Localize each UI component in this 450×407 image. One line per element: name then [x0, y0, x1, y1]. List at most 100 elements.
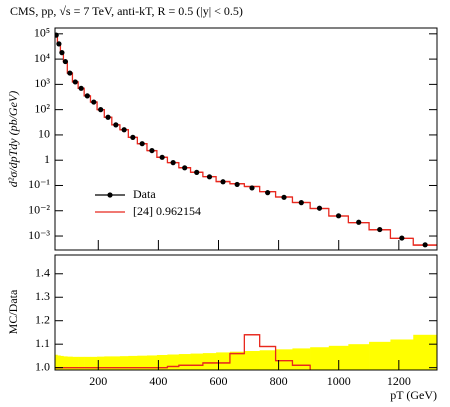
- uncertainty-band: [72, 356, 79, 370]
- mc-step-connector: [55, 34, 437, 246]
- y-tick-label: 1.0: [35, 359, 50, 373]
- uncertainty-band: [146, 355, 158, 370]
- data-point: [298, 200, 304, 206]
- uncertainty-band: [63, 356, 68, 370]
- uncertainty-band: [97, 356, 105, 370]
- ratio-step-connector: [55, 334, 311, 370]
- y-tick-label: 10⁴: [34, 51, 50, 65]
- data-point: [130, 134, 136, 140]
- uncertainty-band: [202, 353, 217, 370]
- data-point: [234, 181, 240, 188]
- y-tick-label: 1.4: [35, 266, 50, 280]
- plot-area: [55, 334, 437, 370]
- data-point: [67, 70, 73, 76]
- x-axis-label: pT (GeV): [390, 388, 437, 402]
- data-point: [149, 147, 155, 154]
- data-point: [55, 32, 59, 38]
- uncertainty-band: [111, 356, 121, 370]
- y-tick-label: 1.3: [35, 289, 50, 303]
- data-point: [422, 242, 428, 248]
- data-point: [56, 41, 62, 47]
- data-point: [62, 58, 68, 65]
- y-tick-label: 10⁻²: [28, 203, 50, 217]
- uncertainty-band: [119, 356, 129, 370]
- data-point: [249, 185, 255, 191]
- uncertainty-band: [216, 352, 231, 370]
- data-point: [399, 235, 405, 241]
- data-point: [59, 50, 65, 56]
- x-tick-label: 400: [149, 374, 167, 388]
- uncertainty-band: [292, 348, 311, 370]
- uncertainty-band: [413, 334, 437, 370]
- uncertainty-band: [259, 350, 276, 370]
- uncertainty-band: [178, 354, 191, 370]
- uncertainty-band: [229, 351, 245, 370]
- data-point: [159, 154, 165, 160]
- data-point: [91, 99, 97, 105]
- y-axis-label: d²σ/dpTdy (pb/GeV): [6, 91, 20, 188]
- uncertainty-band: [84, 356, 91, 370]
- uncertainty-band: [137, 355, 148, 370]
- data-point: [356, 219, 362, 225]
- uncertainty-band: [78, 356, 85, 370]
- data-point: [170, 160, 176, 166]
- uncertainty-band: [90, 356, 98, 370]
- y-tick-label: 10⁵: [34, 26, 50, 40]
- uncertainty-band: [190, 353, 204, 370]
- y-tick-label: 10⁻³: [28, 228, 50, 242]
- x-tick-label: 1000: [327, 374, 351, 388]
- plot-frame: [54, 254, 438, 371]
- data-point: [98, 107, 104, 113]
- x-tick-label: 1200: [387, 374, 411, 388]
- data-point: [265, 190, 271, 196]
- plot-frame: [54, 27, 438, 251]
- data-point: [220, 179, 226, 185]
- data-point: [194, 169, 200, 175]
- y-tick-label: 10: [38, 127, 50, 141]
- data-point: [335, 213, 342, 219]
- data-point: [206, 174, 213, 180]
- uncertainty-band: [275, 349, 293, 370]
- x-tick-label: 800: [270, 374, 288, 388]
- legend-dot: [107, 192, 113, 198]
- x-tick-label: 200: [89, 374, 107, 388]
- x-tick-label: 600: [209, 374, 227, 388]
- uncertainty-band: [57, 355, 61, 370]
- uncertainty-band: [310, 347, 330, 370]
- ratio-y-axis-label: MC/Data: [6, 289, 20, 334]
- y-tick-label: 1.1: [35, 336, 50, 350]
- data-point: [281, 194, 287, 200]
- y-tick-label: 10⁻¹: [28, 177, 50, 191]
- y-tick-label: 1: [44, 152, 50, 166]
- uncertainty-band: [128, 355, 138, 370]
- uncertainty-band: [67, 356, 73, 370]
- legend-label: [24] 0.962154: [133, 204, 201, 218]
- data-point: [72, 79, 78, 85]
- data-point: [113, 122, 119, 128]
- uncertainty-band: [348, 344, 370, 370]
- uncertainty-band: [328, 345, 349, 370]
- plot-area: [55, 32, 437, 248]
- uncertainty-band: [156, 354, 168, 370]
- legend-label: Data: [133, 187, 156, 201]
- data-point: [316, 205, 323, 211]
- chart-title: CMS, pp, √s = 7 TeV, anti-kT, R = 0.5 (|…: [10, 4, 243, 18]
- y-tick-label: 10³: [34, 76, 50, 90]
- uncertainty-band: [244, 350, 260, 370]
- uncertainty-band: [369, 341, 391, 370]
- data-point: [105, 114, 111, 120]
- data-point: [121, 127, 127, 133]
- uncertainty-band: [55, 354, 58, 370]
- uncertainty-band: [167, 354, 180, 370]
- uncertainty-band: [390, 339, 414, 370]
- data-point: [139, 141, 145, 147]
- data-point: [182, 165, 188, 171]
- data-point: [84, 93, 90, 99]
- uncertainty-band: [60, 355, 64, 370]
- y-tick-label: 1.2: [35, 312, 50, 326]
- uncertainty-band: [104, 356, 113, 370]
- data-point: [377, 226, 383, 233]
- y-tick-label: 10²: [34, 101, 50, 115]
- data-point: [78, 85, 84, 91]
